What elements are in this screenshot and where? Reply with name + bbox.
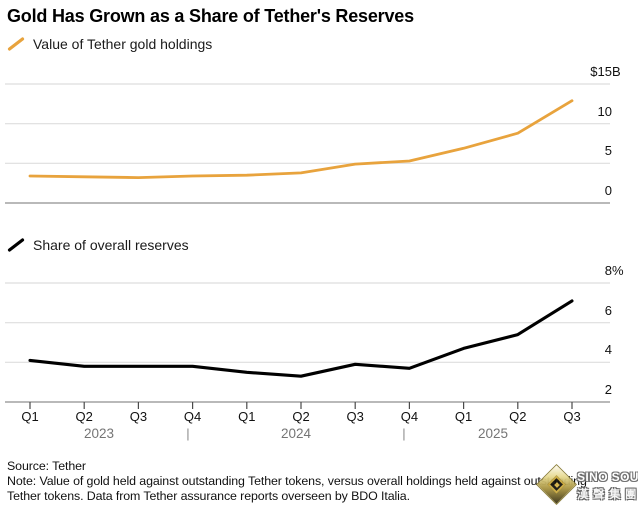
x-tick-label: Q3 bbox=[346, 409, 364, 424]
watermark-name: SINO SOUND bbox=[577, 470, 638, 484]
watermark-cn-name: 漢聲集團 bbox=[577, 489, 638, 501]
black-line-swatch-icon bbox=[7, 238, 25, 252]
legend-gold-value: Value of Tether gold holdings bbox=[7, 36, 212, 52]
legend-label-gold-value: Value of Tether gold holdings bbox=[33, 36, 213, 52]
legend-share-reserves: Share of overall reserves bbox=[7, 237, 189, 253]
reserve-share-line bbox=[28, 299, 574, 378]
year-label: 2025 bbox=[477, 426, 509, 441]
x-tick-label: Q1 bbox=[238, 409, 256, 424]
y-tick-label: 8 bbox=[604, 263, 612, 278]
x-tick-label: Q1 bbox=[454, 409, 473, 424]
legend-label-share-reserves: Share of overall reserves bbox=[33, 237, 189, 253]
chart-title: Gold Has Grown as a Share of Tether's Re… bbox=[7, 6, 414, 26]
sino-sound-watermark: SINO SOUND 漢聲集團 bbox=[533, 462, 638, 512]
y-tick-label: 10 bbox=[597, 103, 612, 119]
year-label: 2024 bbox=[280, 426, 312, 441]
gold-value-line bbox=[28, 99, 574, 180]
year-label: 2023 bbox=[83, 426, 115, 441]
x-tick-label: Q2 bbox=[509, 409, 527, 424]
y-tick-label: 2 bbox=[604, 382, 612, 397]
y-tick-label: 5 bbox=[604, 143, 612, 159]
diamond-logo-icon bbox=[533, 462, 579, 508]
y-tick-suffix: % bbox=[612, 263, 624, 278]
x-tick-label: Q3 bbox=[129, 409, 148, 424]
y-tick-label: 0 bbox=[604, 183, 612, 198]
footnote-line-1: Note: Value of gold held against outstan… bbox=[7, 473, 587, 488]
x-tick-label: Q2 bbox=[292, 409, 310, 424]
year-separator: | bbox=[186, 426, 190, 441]
orange-line-swatch-icon bbox=[7, 37, 25, 51]
x-tick-label: Q1 bbox=[21, 409, 39, 424]
x-tick-label: Q4 bbox=[400, 409, 419, 424]
footer: Source: Tether Note: Value of gold held … bbox=[7, 459, 587, 503]
y-tick-suffix: B bbox=[612, 64, 621, 79]
footnote-line-2: Tether tokens. Data from Tether assuranc… bbox=[7, 488, 410, 503]
y-tick-label: 4 bbox=[604, 342, 612, 358]
year-separator: | bbox=[402, 426, 406, 441]
y-tick-label: 6 bbox=[604, 302, 612, 318]
y-tick-label: $15 bbox=[590, 64, 612, 79]
x-tick-label: Q3 bbox=[563, 409, 581, 424]
x-tick-label: Q4 bbox=[183, 409, 202, 424]
x-tick-label: Q2 bbox=[75, 409, 93, 424]
source-line: Source: Tether bbox=[7, 459, 86, 473]
